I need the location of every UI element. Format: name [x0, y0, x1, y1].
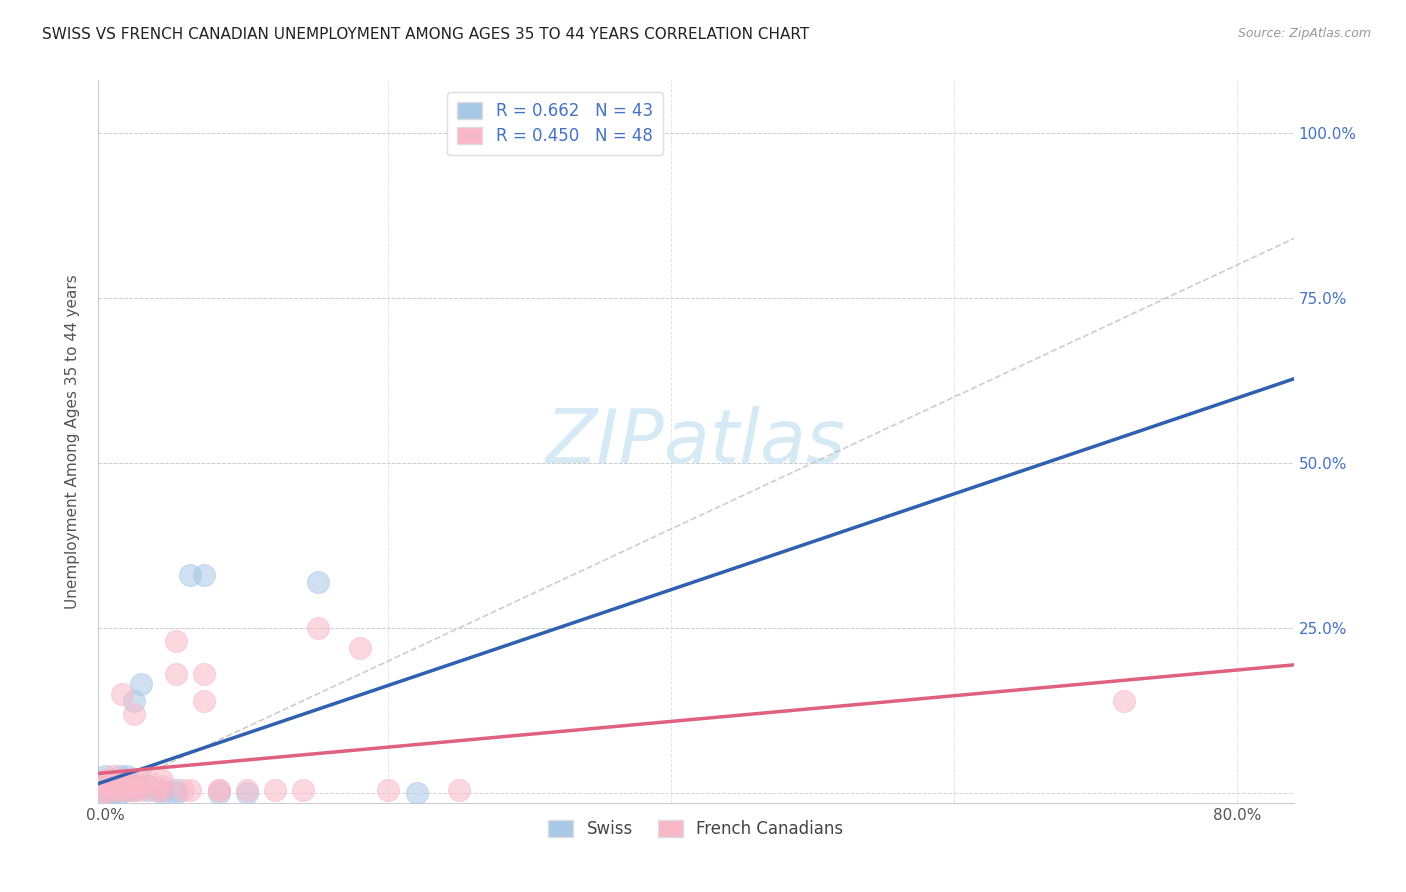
Point: [94, 772, 117, 787]
Point: [108, 769, 131, 783]
Point: [108, 782, 131, 797]
Point: [108, 776, 131, 790]
Point: [236, 786, 259, 800]
Text: SWISS VS FRENCH CANADIAN UNEMPLOYMENT AMONG AGES 35 TO 44 YEARS CORRELATION CHAR: SWISS VS FRENCH CANADIAN UNEMPLOYMENT AM…: [42, 27, 810, 42]
Point: [111, 687, 134, 701]
Point: [101, 769, 124, 783]
Point: [104, 780, 127, 794]
Point: [101, 772, 124, 787]
Point: [150, 772, 173, 787]
Point: [449, 782, 471, 797]
Point: [108, 780, 131, 794]
Point: [193, 568, 215, 582]
Point: [108, 772, 131, 787]
Point: [104, 776, 127, 790]
Point: [101, 782, 124, 797]
Point: [165, 667, 187, 681]
Point: [108, 786, 131, 800]
Point: [236, 782, 259, 797]
Point: [172, 782, 194, 797]
Point: [105, 780, 128, 794]
Point: [108, 782, 131, 797]
Point: [115, 772, 138, 787]
Point: [108, 776, 131, 790]
Point: [94, 780, 117, 794]
Point: [101, 772, 124, 787]
Point: [179, 568, 201, 582]
Point: [1112, 693, 1135, 707]
Point: [136, 782, 159, 797]
Point: [115, 780, 138, 794]
Point: [94, 776, 117, 790]
Point: [264, 782, 287, 797]
Point: [165, 634, 187, 648]
Point: [122, 782, 145, 797]
Point: [179, 782, 201, 797]
Point: [94, 782, 117, 797]
Point: [150, 780, 173, 794]
Point: [101, 780, 124, 794]
Point: [193, 693, 215, 707]
Point: [150, 782, 173, 797]
Point: [129, 782, 152, 797]
Point: [122, 693, 145, 707]
Point: [94, 776, 117, 790]
Point: [115, 782, 138, 797]
Point: [307, 574, 329, 589]
Point: [405, 786, 427, 800]
Point: [129, 772, 152, 787]
Point: [122, 780, 145, 794]
Point: [122, 706, 145, 721]
Point: [150, 782, 173, 797]
Point: [377, 782, 399, 797]
Point: [150, 786, 173, 800]
Point: [136, 780, 159, 794]
Point: [115, 776, 138, 790]
Point: [129, 780, 152, 794]
Point: [101, 776, 124, 790]
Y-axis label: Unemployment Among Ages 35 to 44 years: Unemployment Among Ages 35 to 44 years: [65, 274, 80, 609]
Point: [115, 776, 138, 790]
Point: [115, 780, 138, 794]
Point: [101, 780, 124, 794]
Point: [136, 772, 159, 787]
Point: [349, 640, 371, 655]
Point: [94, 780, 117, 794]
Point: [193, 667, 215, 681]
Point: [104, 782, 127, 797]
Point: [101, 782, 124, 797]
Point: [108, 780, 131, 794]
Point: [307, 621, 329, 635]
Point: [108, 772, 131, 787]
Point: [94, 786, 117, 800]
Point: [94, 782, 117, 797]
Point: [129, 780, 152, 794]
Point: [94, 769, 117, 783]
Point: [101, 776, 124, 790]
Point: [94, 786, 117, 800]
Point: [122, 782, 145, 797]
Text: ZIPatlas: ZIPatlas: [546, 406, 846, 477]
Point: [101, 786, 124, 800]
Point: [94, 772, 117, 787]
Point: [104, 780, 127, 794]
Text: Source: ZipAtlas.com: Source: ZipAtlas.com: [1237, 27, 1371, 40]
Point: [129, 677, 152, 691]
Point: [105, 776, 128, 790]
Point: [115, 769, 138, 783]
Point: [115, 782, 138, 797]
Legend: Swiss, French Canadians: Swiss, French Canadians: [541, 814, 851, 845]
Point: [208, 782, 231, 797]
Point: [208, 782, 231, 797]
Point: [104, 776, 127, 790]
Point: [292, 782, 315, 797]
Point: [165, 782, 187, 797]
Point: [165, 786, 187, 800]
Point: [111, 780, 134, 794]
Point: [208, 786, 231, 800]
Point: [143, 782, 166, 797]
